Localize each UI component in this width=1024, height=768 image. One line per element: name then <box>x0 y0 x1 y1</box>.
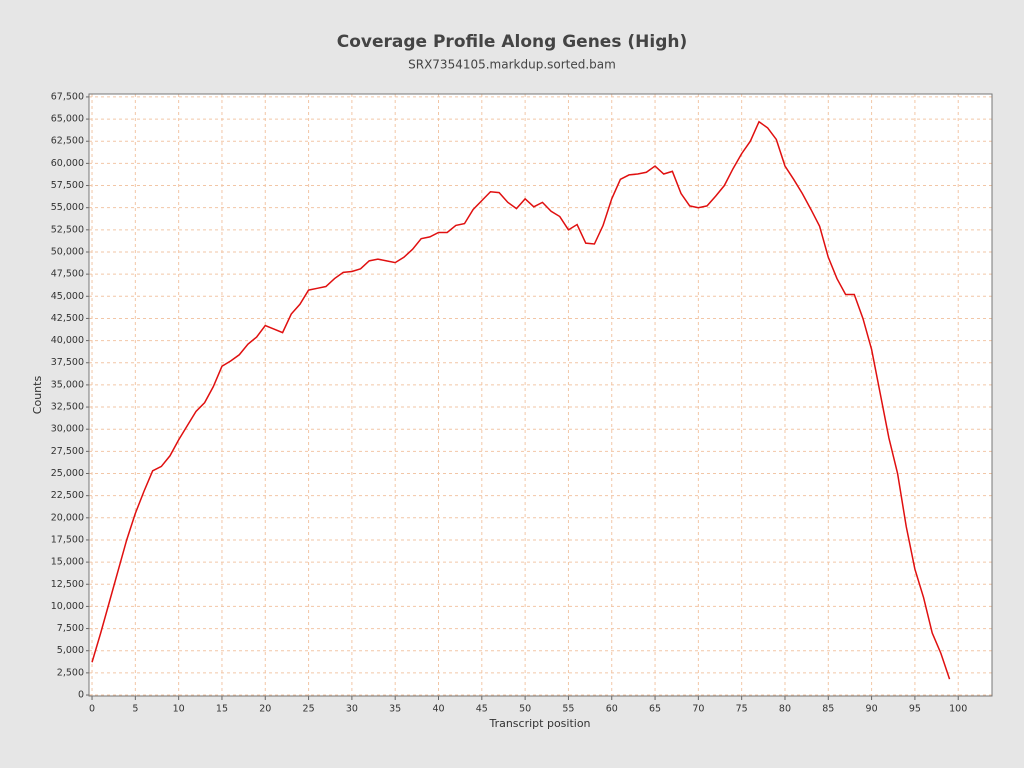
x-tick-label: 75 <box>736 704 748 715</box>
y-tick-label: 2,500 <box>57 667 84 678</box>
x-tick-label: 25 <box>303 704 315 715</box>
y-tick-label: 55,000 <box>51 202 84 213</box>
x-tick-label: 45 <box>476 704 488 715</box>
y-tick-label: 62,500 <box>51 136 84 147</box>
y-tick-label: 0 <box>78 690 84 701</box>
chart-subtitle: SRX7354105.markdup.sorted.bam <box>408 58 616 72</box>
x-tick-label: 60 <box>606 704 618 715</box>
y-tick-label: 60,000 <box>51 158 84 169</box>
y-tick-label: 67,500 <box>51 91 84 102</box>
y-tick-label: 57,500 <box>51 180 84 191</box>
line <box>91 120 951 680</box>
chart-title: Coverage Profile Along Genes (High) <box>337 32 688 52</box>
y-tick-label: 45,000 <box>51 291 84 302</box>
x-tick-label: 20 <box>259 704 271 715</box>
y-axis-label: Counts <box>31 376 44 415</box>
y-tick-label: 12,500 <box>51 579 84 590</box>
y-tick-label: 32,500 <box>51 402 84 413</box>
y-tick-label: 35,000 <box>51 379 84 390</box>
x-tick-label: 65 <box>649 704 661 715</box>
x-tick-label: 95 <box>909 704 921 715</box>
plot-area <box>89 94 992 696</box>
x-tick-label: 40 <box>432 704 444 715</box>
x-tick-label: 30 <box>346 704 358 715</box>
y-tick-label: 17,500 <box>51 534 84 545</box>
y-tick-label: 42,500 <box>51 313 84 324</box>
x-tick-label: 85 <box>822 704 834 715</box>
y-tick-label: 7,500 <box>57 623 84 634</box>
x-tick-label: 35 <box>389 704 401 715</box>
y-tick-label: 30,000 <box>51 424 84 435</box>
x-tick-label: 100 <box>949 704 967 715</box>
y-tick-label: 50,000 <box>51 246 84 257</box>
x-tick-label: 5 <box>132 704 138 715</box>
y-tick-label: 37,500 <box>51 357 84 368</box>
y-tick-label: 20,000 <box>51 512 84 523</box>
x-tick-label: 70 <box>692 704 704 715</box>
x-axis-label: Transcript position <box>488 717 590 730</box>
y-tick-label: 27,500 <box>51 446 84 457</box>
x-tick-label: 0 <box>89 704 95 715</box>
x-tick-label: 55 <box>562 704 574 715</box>
y-tick-label: 22,500 <box>51 490 84 501</box>
y-tick-label: 10,000 <box>51 601 84 612</box>
y-tick-label: 40,000 <box>51 335 84 346</box>
plot-frame <box>88 93 993 697</box>
y-tick-label: 5,000 <box>57 645 84 656</box>
y-tick-label: 25,000 <box>51 468 84 479</box>
y-tick-label: 15,000 <box>51 557 84 568</box>
x-tick-label: 15 <box>216 704 228 715</box>
x-tick-label: 50 <box>519 704 531 715</box>
y-tick-label: 65,000 <box>51 114 84 125</box>
x-tick-label: 90 <box>866 704 878 715</box>
y-tick-label: 47,500 <box>51 269 84 280</box>
x-tick-label: 10 <box>173 704 185 715</box>
y-tick-label: 52,500 <box>51 224 84 235</box>
x-tick-label: 80 <box>779 704 791 715</box>
